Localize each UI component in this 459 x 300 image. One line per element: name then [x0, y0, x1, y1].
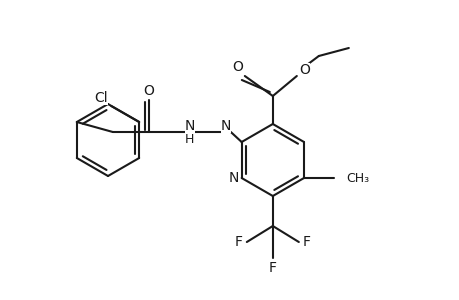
Text: O: O — [143, 84, 154, 98]
Text: F: F — [302, 235, 310, 249]
Text: F: F — [268, 261, 276, 275]
Text: N: N — [220, 119, 230, 133]
Text: Cl: Cl — [94, 91, 108, 105]
Text: CH₃: CH₃ — [345, 172, 368, 184]
Text: O: O — [232, 60, 243, 74]
Text: O: O — [299, 63, 309, 77]
Text: N: N — [184, 119, 195, 133]
Text: N: N — [228, 171, 238, 185]
Text: F: F — [234, 235, 242, 249]
Text: H: H — [185, 133, 194, 146]
